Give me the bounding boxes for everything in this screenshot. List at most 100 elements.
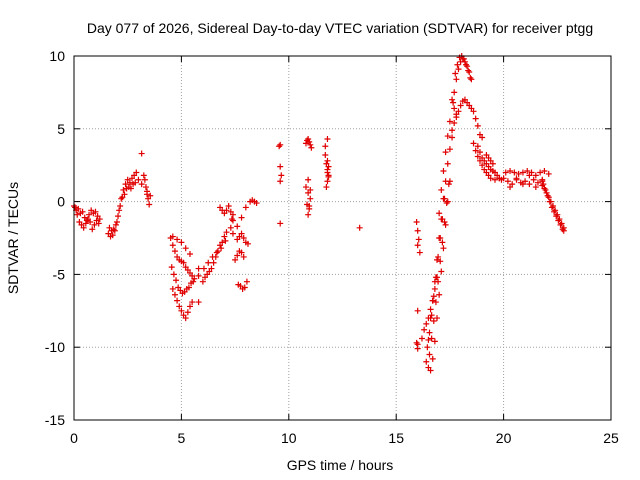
data-point bbox=[168, 264, 175, 271]
data-point bbox=[434, 256, 441, 263]
data-point bbox=[325, 173, 332, 180]
data-point bbox=[229, 230, 236, 237]
data-point bbox=[169, 242, 176, 249]
data-point bbox=[557, 221, 564, 228]
y-tick-label: 10 bbox=[49, 48, 65, 64]
data-point bbox=[169, 233, 176, 240]
data-point bbox=[453, 111, 460, 118]
data-point bbox=[133, 169, 140, 176]
data-point bbox=[325, 163, 332, 170]
data-point bbox=[546, 198, 553, 205]
data-point bbox=[218, 245, 225, 252]
data-point bbox=[219, 239, 226, 246]
data-point bbox=[322, 152, 329, 159]
chart-title: Day 077 of 2026, Sidereal Day-to-day VTE… bbox=[87, 20, 593, 36]
data-point bbox=[144, 188, 151, 195]
data-point bbox=[126, 179, 133, 186]
data-point bbox=[444, 133, 451, 140]
data-point bbox=[225, 202, 232, 209]
data-point bbox=[174, 236, 181, 243]
data-point bbox=[426, 329, 433, 336]
data-point bbox=[238, 230, 245, 237]
data-point bbox=[519, 169, 526, 176]
data-point bbox=[541, 168, 548, 175]
data-point bbox=[305, 176, 312, 183]
data-point bbox=[82, 220, 89, 227]
data-point bbox=[474, 122, 481, 129]
data-point bbox=[200, 265, 207, 272]
data-point bbox=[117, 202, 124, 209]
data-point bbox=[178, 307, 185, 314]
data-point bbox=[142, 184, 149, 191]
data-point bbox=[470, 140, 477, 147]
data-point bbox=[532, 184, 539, 191]
data-point bbox=[504, 178, 511, 185]
data-point bbox=[418, 335, 425, 342]
data-point bbox=[425, 336, 432, 343]
data-point bbox=[440, 245, 447, 252]
data-point bbox=[195, 265, 202, 272]
data-point bbox=[426, 351, 433, 358]
data-point bbox=[545, 170, 552, 177]
data-point bbox=[120, 186, 127, 193]
data-point bbox=[195, 299, 202, 306]
y-axis-label: SDTVAR / TECUs bbox=[5, 182, 21, 294]
x-tick-label: 25 bbox=[603, 430, 619, 446]
data-point bbox=[244, 240, 251, 247]
data-point bbox=[208, 265, 215, 272]
y-tick-label: 0 bbox=[57, 194, 65, 210]
data-point bbox=[228, 216, 235, 223]
data-point bbox=[560, 227, 567, 234]
data-point bbox=[305, 211, 312, 218]
data-point bbox=[444, 160, 451, 167]
data-point bbox=[446, 118, 453, 125]
data-point bbox=[425, 315, 432, 322]
x-tick-label: 20 bbox=[496, 430, 512, 446]
data-point bbox=[109, 232, 116, 239]
data-point bbox=[431, 285, 438, 292]
data-point bbox=[240, 235, 247, 241]
data-point bbox=[466, 69, 473, 76]
data-point bbox=[465, 67, 472, 74]
data-point bbox=[189, 299, 196, 306]
data-point bbox=[430, 317, 437, 324]
data-point bbox=[121, 191, 128, 198]
data-point bbox=[513, 175, 520, 182]
data-point bbox=[91, 221, 98, 228]
data-point bbox=[551, 208, 558, 215]
data-point bbox=[135, 176, 142, 183]
data-point bbox=[429, 355, 436, 362]
data-point bbox=[227, 224, 234, 231]
data-point bbox=[449, 96, 456, 103]
data-point bbox=[79, 208, 86, 215]
data-point bbox=[173, 277, 180, 284]
data-point bbox=[96, 216, 103, 223]
data-point bbox=[307, 186, 314, 193]
data-point bbox=[324, 178, 331, 185]
data-point bbox=[302, 140, 309, 147]
data-point bbox=[306, 138, 313, 145]
data-point bbox=[530, 176, 537, 183]
data-point bbox=[460, 55, 467, 62]
data-point bbox=[74, 211, 81, 218]
data-point bbox=[472, 147, 479, 154]
x-tick-label: 0 bbox=[70, 430, 78, 446]
data-point bbox=[539, 176, 546, 183]
data-point bbox=[489, 160, 496, 167]
data-point bbox=[72, 204, 79, 211]
data-point bbox=[476, 149, 483, 156]
data-point bbox=[511, 169, 518, 176]
data-point bbox=[116, 207, 123, 214]
data-point bbox=[543, 189, 550, 196]
data-point bbox=[435, 253, 442, 260]
data-point bbox=[430, 293, 437, 300]
data-point bbox=[138, 181, 145, 188]
data-point bbox=[526, 172, 533, 179]
data-point bbox=[428, 312, 435, 319]
data-point bbox=[305, 135, 312, 142]
data-point bbox=[169, 285, 176, 292]
data-point bbox=[532, 172, 539, 179]
data-point bbox=[467, 74, 474, 81]
data-point bbox=[537, 169, 544, 176]
data-point bbox=[438, 186, 445, 193]
